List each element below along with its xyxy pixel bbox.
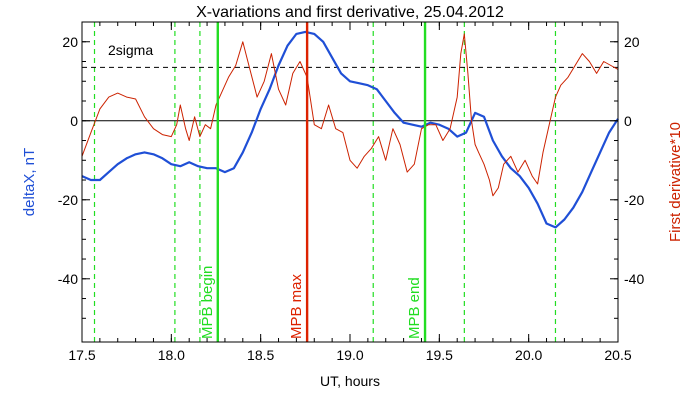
y-axis-right-label: First derivative*10 xyxy=(667,122,684,242)
series-layer xyxy=(81,30,619,229)
y-tick-label-right-2: -20 xyxy=(624,192,644,208)
y-axis-left-label: deltaX, nT xyxy=(21,148,38,216)
marker-label-1: MPB max xyxy=(288,273,305,339)
x-tick-label-5: 20.0 xyxy=(515,347,542,363)
two-sigma-label: 2sigma xyxy=(108,42,153,58)
mpb-markers: MPB begin MPB max MPB end xyxy=(199,22,427,342)
x-tick-label-2: 18.5 xyxy=(247,347,274,363)
x-tick-label-3: 19.0 xyxy=(336,347,363,363)
y-tick-label-left-3: -40 xyxy=(58,271,78,287)
series-line-derivative xyxy=(81,33,619,197)
x-tick-label-0: 17.5 xyxy=(68,347,95,363)
y-tick-label-right-3: -40 xyxy=(624,271,644,287)
y-tick-label-left-2: -20 xyxy=(58,192,78,208)
y-tick-label-right-0: 20 xyxy=(624,34,640,50)
y-tick-label-left-1: 0 xyxy=(70,113,78,129)
axes: 17.5 18.0 18.5 19.0 19.5 20.0 20.5 20 20 0 0 -20 -20… xyxy=(58,22,644,363)
x-tick-label-1: 18.0 xyxy=(158,347,185,363)
marker-label-0: MPB begin xyxy=(199,266,216,339)
y-tick-label-right-1: 0 xyxy=(624,113,632,129)
x-axis-label: UT, hours xyxy=(320,373,380,389)
series-line-deltaX xyxy=(81,30,619,229)
chart-title: X-variations and first derivative, 25.04… xyxy=(196,4,504,21)
x-tick-label-4: 19.5 xyxy=(426,347,453,363)
x-tick-label-6: 20.5 xyxy=(604,347,631,363)
marker-label-2: MPB end xyxy=(406,277,423,339)
y-tick-label-left-0: 20 xyxy=(62,34,78,50)
reference-lines xyxy=(82,22,618,342)
